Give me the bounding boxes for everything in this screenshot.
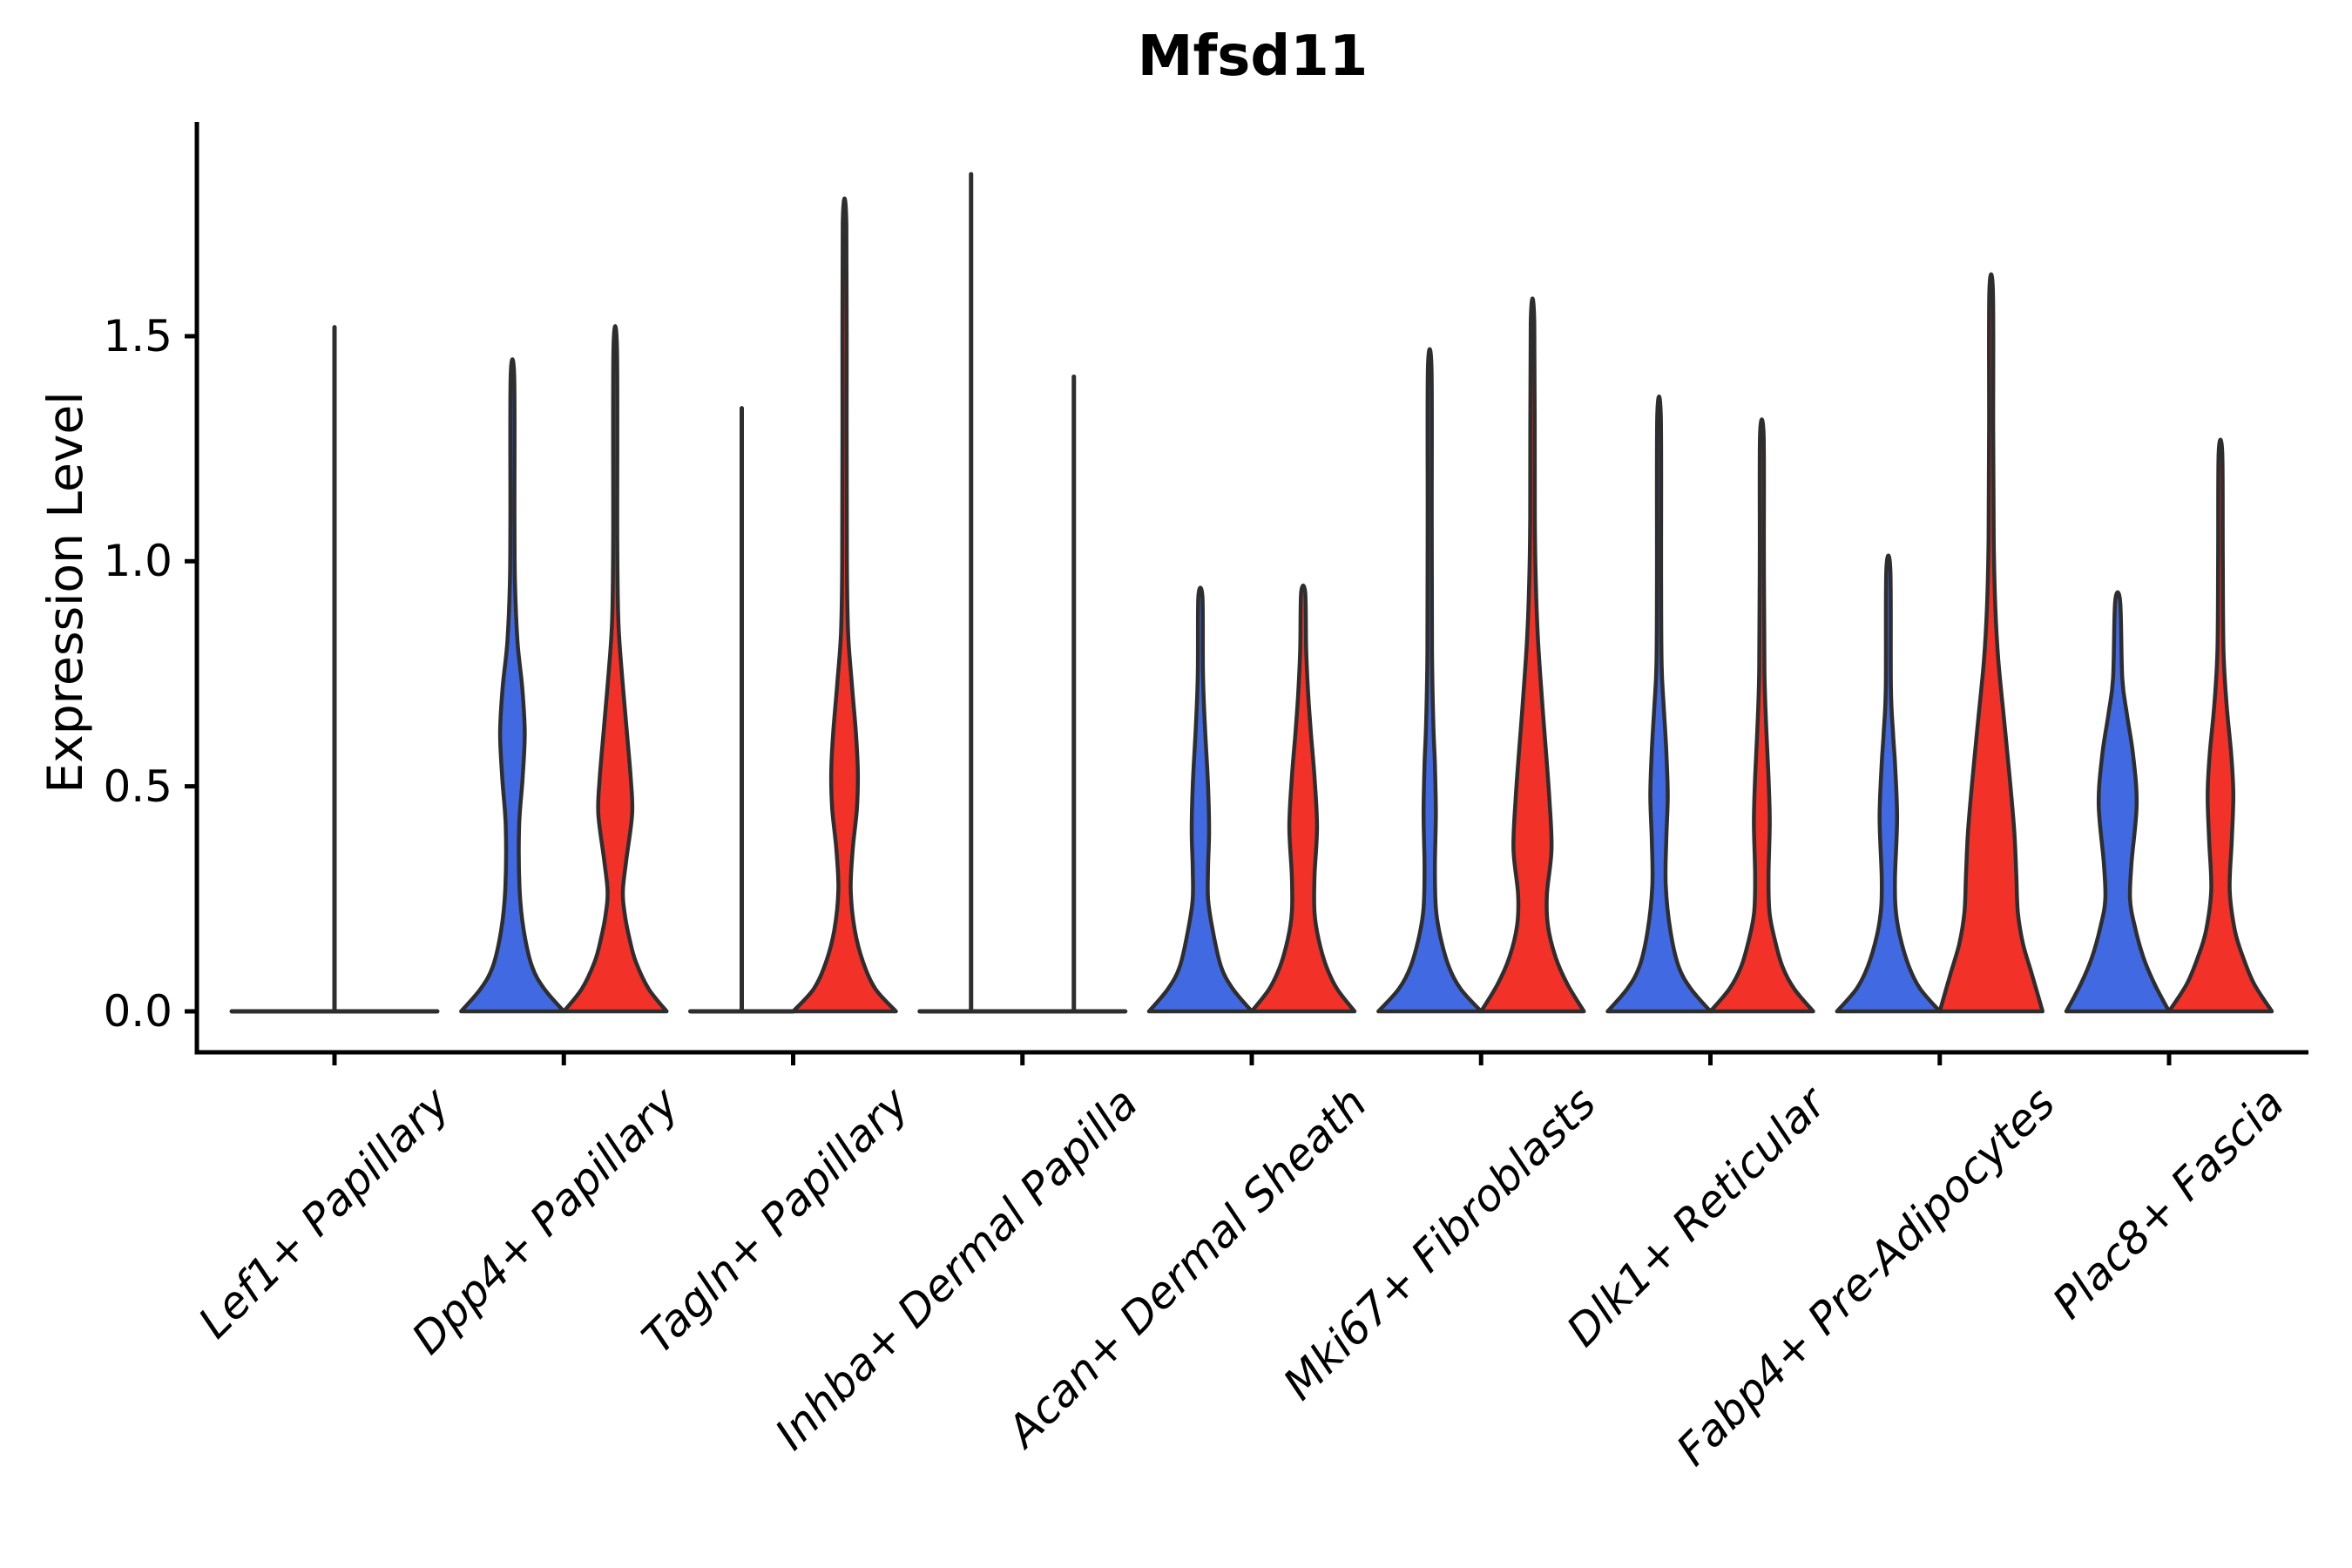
violin-blue-acan <box>1146 585 1254 1014</box>
violin-blue-plac8 <box>2064 590 2172 1014</box>
violin-blue-dpp4 <box>459 357 566 1014</box>
violin-red-plac8 <box>2166 437 2274 1014</box>
y-tick-label: 1.5 <box>103 310 172 362</box>
violin-red-fabp4 <box>1937 272 2045 1014</box>
plot-title: Mfsd11 <box>1137 24 1369 89</box>
violin-blue-fabp4 <box>1835 553 1943 1014</box>
violin-blue-mki67 <box>1376 347 1484 1014</box>
y-axis-label: Expression Level <box>37 391 93 794</box>
violin-red-dlk1 <box>1708 417 1815 1014</box>
y-tick-label: 1.0 <box>103 536 172 587</box>
violin-red-dpp4 <box>562 324 669 1014</box>
violin-red-acan <box>1249 583 1357 1014</box>
axes-spines <box>194 122 2308 1055</box>
violin-red-tagln <box>791 196 898 1014</box>
y-tick-label: 0.0 <box>103 986 172 1037</box>
violin-red-mki67 <box>1479 296 1586 1014</box>
violin-blue-dlk1 <box>1605 395 1713 1014</box>
y-tick-label: 0.5 <box>103 760 172 812</box>
